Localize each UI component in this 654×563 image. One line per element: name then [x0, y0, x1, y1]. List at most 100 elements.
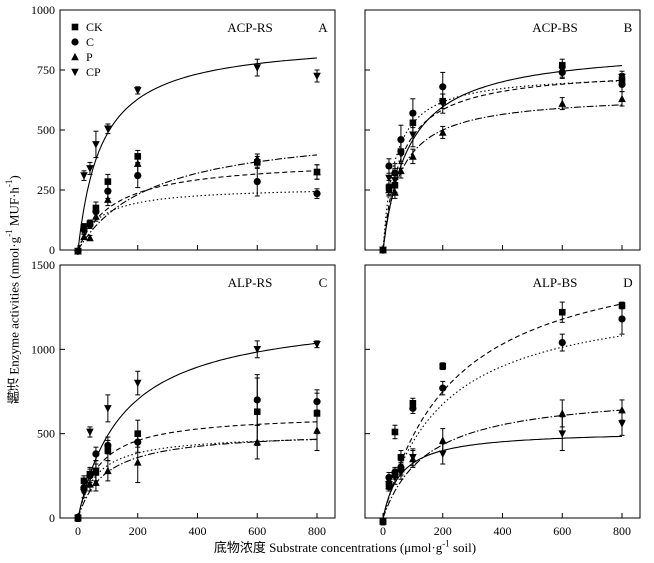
- series-c: [379, 303, 626, 526]
- data-point: [86, 480, 94, 488]
- data-point: [104, 125, 112, 133]
- legend-marker: [71, 68, 79, 77]
- data-point: [104, 466, 112, 475]
- fit-curve: [77, 190, 318, 251]
- y-tick-label: 1500: [31, 258, 55, 272]
- data-point: [86, 221, 94, 229]
- fit-curve: [382, 335, 623, 519]
- data-point: [253, 64, 262, 72]
- x-tick-label: 800: [308, 524, 326, 538]
- data-point: [618, 80, 626, 88]
- y-tick-label: 500: [37, 427, 55, 441]
- series-c: [74, 163, 321, 255]
- plot-frame: [59, 264, 336, 519]
- data-point: [313, 72, 321, 81]
- panel-letter: C: [319, 275, 328, 290]
- x-tick-label: 600: [248, 524, 266, 538]
- panel-d: 0 200 400 600 800 ALP-BS D: [364, 264, 641, 538]
- data-point: [618, 73, 626, 82]
- data-point: [253, 346, 262, 354]
- fit-curve: [77, 154, 318, 251]
- data-point: [104, 178, 112, 185]
- data-point: [253, 396, 261, 404]
- x-tick-label: 400: [494, 524, 512, 538]
- series-ck: [74, 149, 321, 255]
- data-point: [92, 212, 100, 220]
- y-tick-label: 1000: [31, 342, 55, 356]
- series-ck: [74, 377, 321, 522]
- legend-marker: [71, 52, 79, 61]
- fit-curve: [382, 65, 623, 251]
- data-point: [558, 430, 567, 438]
- x-tick-label: 800: [613, 524, 631, 538]
- x-axis-label: 底物浓度 Substrate concentrations (μmol·g-1 …: [213, 538, 477, 555]
- data-point: [80, 172, 88, 180]
- data-point: [391, 428, 399, 436]
- data-point: [397, 453, 405, 461]
- panel-title: ALP-RS: [228, 275, 273, 290]
- fit-curve: [382, 80, 623, 251]
- legend-marker: [71, 38, 79, 46]
- data-point: [409, 109, 417, 117]
- data-point: [397, 469, 405, 477]
- data-point: [439, 384, 447, 392]
- data-point: [74, 514, 82, 523]
- data-point: [438, 436, 447, 444]
- y-tick-label: 0: [49, 511, 55, 525]
- series-cp: [74, 57, 321, 256]
- fit-curve: [77, 342, 318, 519]
- data-point: [313, 167, 321, 176]
- data-point: [86, 428, 94, 437]
- panel-title: ALP-BS: [533, 275, 578, 290]
- data-point: [558, 66, 567, 75]
- panel-letter: A: [318, 20, 328, 35]
- data-point: [80, 232, 88, 241]
- data-point: [379, 246, 387, 255]
- series-cp: [379, 411, 626, 526]
- data-point: [313, 190, 321, 198]
- series-c: [379, 65, 626, 254]
- data-point: [133, 379, 142, 388]
- data-point: [133, 458, 142, 466]
- legend-label: CK: [86, 20, 103, 34]
- y-axis-label: 酶活 Enzyme activities (nmol·g-1 MUF·h-1): [4, 175, 22, 405]
- series-ck: [379, 301, 626, 526]
- fit-curve: [382, 79, 623, 251]
- y-tick-label: 500: [37, 123, 55, 137]
- panel-title: ACP-BS: [532, 20, 578, 35]
- data-point: [86, 165, 94, 173]
- data-point: [80, 226, 88, 234]
- panel-c: 0 200 400 600 800 0 500 1000 1500 ALP-RS C: [31, 258, 336, 538]
- panel-b: ACP-BS B: [364, 9, 641, 255]
- data-point: [618, 315, 626, 323]
- series-cp: [379, 62, 626, 255]
- legend-marker: [71, 23, 79, 31]
- x-tick-label: 200: [434, 524, 452, 538]
- data-point: [409, 404, 417, 412]
- fit-curve: [77, 170, 318, 251]
- fit-curve: [382, 435, 623, 519]
- data-point: [92, 141, 100, 149]
- data-point: [391, 474, 399, 482]
- data-point: [439, 83, 447, 91]
- data-point: [618, 420, 626, 428]
- legend-label: P: [86, 50, 93, 64]
- legend-label: C: [86, 35, 94, 49]
- data-point: [133, 159, 142, 167]
- data-point: [253, 438, 262, 446]
- series-p: [379, 399, 626, 526]
- plot-frame: [364, 264, 641, 519]
- data-point: [104, 195, 112, 203]
- data-point: [438, 450, 447, 459]
- fit-curve: [77, 438, 318, 519]
- y-tick-label: 1000: [31, 3, 55, 17]
- y-tick-label: 0: [49, 243, 55, 257]
- data-point: [409, 152, 417, 160]
- series-c: [74, 374, 321, 522]
- x-tick-label: 400: [189, 524, 207, 538]
- data-point: [558, 308, 566, 316]
- data-point: [104, 405, 112, 413]
- fit-curve: [382, 409, 623, 519]
- data-point: [385, 162, 393, 170]
